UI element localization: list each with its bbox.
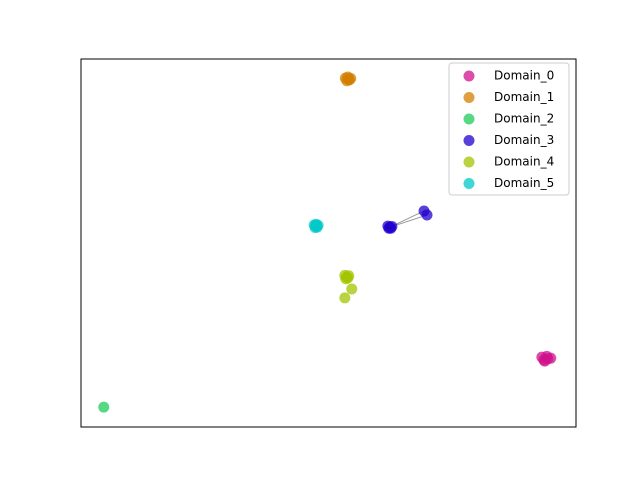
point [541,350,553,362]
legend-marker [463,156,475,168]
legend: Domain_0 Domain_1 Domain_2 Domain_3 Domain_4… [448,62,570,196]
legend-marker [463,70,475,82]
point [339,292,351,304]
point [342,272,354,284]
point [421,209,433,221]
legend-label: Domain_1 [494,90,554,104]
legend-label: Domain_3 [494,133,554,147]
legend-marker [463,113,475,125]
legend-marker [463,92,475,103]
legend-label: Domain_2 [494,112,554,126]
point [98,401,110,413]
point [346,283,358,295]
points [98,71,557,413]
legend-box [448,62,570,196]
legend-marker [463,135,475,146]
point [343,73,355,85]
legend-label: Domain_5 [494,176,554,190]
legend-label: Domain_4 [494,155,554,169]
point [385,222,397,234]
point [310,218,322,230]
legend-label: Domain_0 [494,69,554,83]
legend-marker [463,178,475,189]
